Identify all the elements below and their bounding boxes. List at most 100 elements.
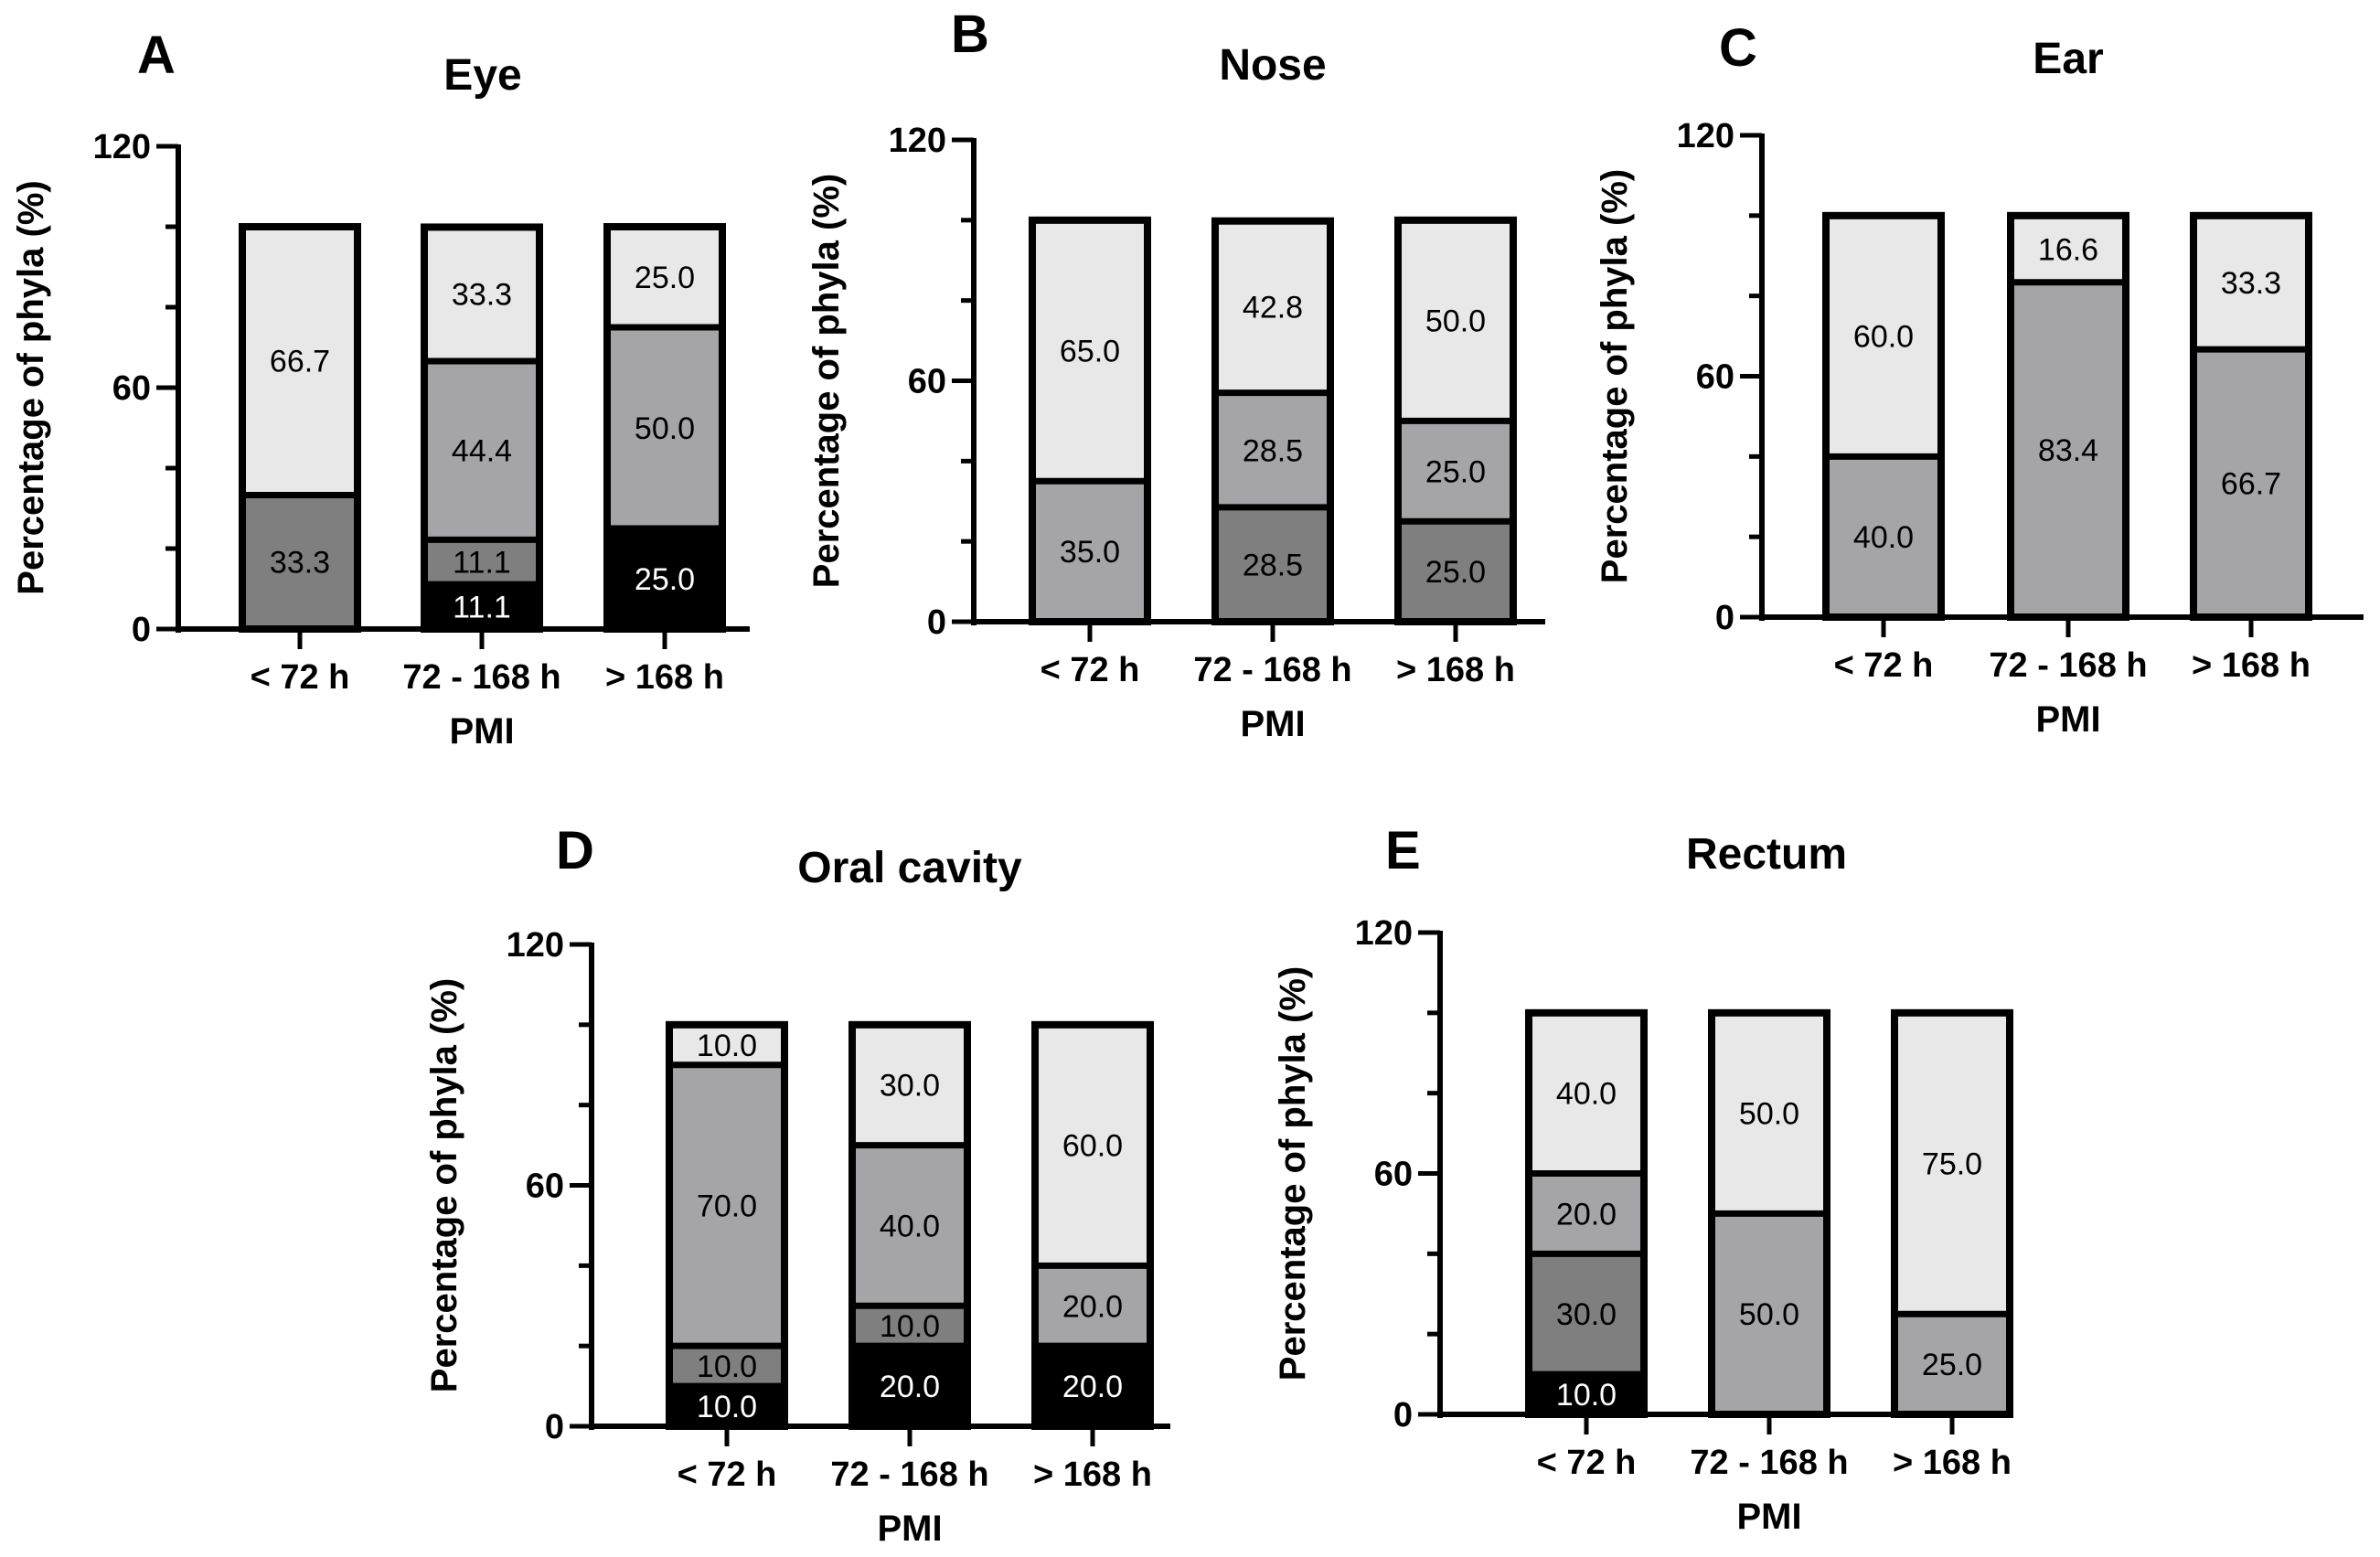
- bar-3: 25.0 50.0 25.0: [603, 223, 726, 633]
- bar-segment: [852, 1145, 967, 1306]
- bar-1: 10.0 10.0 70.0 10.0: [666, 1020, 788, 1431]
- segment-value-label: 10.0: [1556, 1378, 1617, 1413]
- segment-value-label: 66.7: [270, 345, 330, 379]
- segment-value-label: 44.4: [452, 434, 512, 469]
- bar-segment: [242, 495, 358, 629]
- x-tick-label: 72 - 168 h: [1989, 646, 2147, 685]
- y-tick-label: 120: [93, 128, 151, 166]
- segment-value-label: 20.0: [1062, 1370, 1123, 1404]
- bar-segment: [1398, 219, 1513, 421]
- bar-segment: [1826, 215, 1941, 457]
- x-tick-label: 72 - 168 h: [402, 658, 560, 697]
- segment-value-label: 83.4: [2038, 433, 2098, 468]
- segment-value-label: 40.0: [880, 1209, 940, 1243]
- x-axis-label: PMI: [449, 711, 514, 752]
- segment-value-label: 25.0: [635, 562, 695, 597]
- y-tick-label: 60: [526, 1168, 564, 1206]
- bar-segment: [852, 1306, 967, 1347]
- x-axis-label: PMI: [877, 1509, 942, 1549]
- bar-1: 35.0 65.0: [1029, 216, 1151, 625]
- x-tick-label: 72 - 168 h: [1193, 651, 1351, 689]
- segment-value-label: 20.0: [1556, 1197, 1617, 1232]
- bar-segment: [2193, 215, 2309, 350]
- segment-value-label: 10.0: [697, 1349, 757, 1384]
- segment-value-label: 50.0: [635, 411, 695, 446]
- segment-value-label: 20.0: [1062, 1289, 1123, 1324]
- segment-value-label: 10.0: [697, 1390, 757, 1424]
- bar-segment: [424, 539, 539, 585]
- segment-value-label: 33.3: [452, 278, 512, 313]
- chart-title: Eye: [443, 51, 521, 100]
- bar-segment: [1032, 219, 1147, 482]
- segment-value-label: 40.0: [1556, 1077, 1617, 1112]
- bar-segment: [1035, 1346, 1150, 1426]
- y-tick-label: 120: [507, 926, 564, 965]
- bar-3: 66.7 33.3: [2190, 211, 2312, 621]
- bar-segment: [1398, 421, 1513, 522]
- bar-segment: [1894, 1012, 2010, 1315]
- segment-value-label: 66.7: [2221, 467, 2281, 502]
- chart-panel-e: E Rectum 0 60 120 Percentage of phyla (%) 10.0…: [1273, 821, 2013, 1537]
- segment-value-label: 65.0: [1060, 335, 1120, 369]
- chart-panel-a: A Eye 0 60 120 Percentage of phyla (%) 33.3 66.…: [11, 26, 750, 752]
- bar-segment: [424, 584, 539, 629]
- chart-panel-d: D Oral cavity 0 60 120 Percentage of phyla (%…: [424, 821, 1170, 1549]
- chart-title: Rectum: [1686, 830, 1847, 879]
- bar-segment: [1826, 456, 1941, 617]
- bar-3: 25.0 25.0 50.0: [1394, 216, 1517, 625]
- bar-segment: [607, 528, 722, 629]
- x-tick-label: < 72 h: [1537, 1444, 1637, 1482]
- bar-segment: [669, 1346, 784, 1387]
- bar-segment: [242, 227, 358, 496]
- x-tick-label: < 72 h: [1041, 651, 1140, 689]
- y-tick-label: 0: [132, 611, 151, 649]
- segment-value-label: 60.0: [1062, 1129, 1123, 1164]
- segment-value-label: 70.0: [697, 1189, 757, 1223]
- bar-segment: [1215, 220, 1330, 393]
- segment-value-label: 42.8: [1243, 291, 1303, 325]
- bar-segment: [1529, 1173, 1644, 1254]
- y-tick-label: 60: [112, 369, 151, 408]
- x-tick-label: > 168 h: [1893, 1444, 2012, 1482]
- bar-segment: [1215, 507, 1330, 622]
- chart-title: Ear: [2033, 35, 2103, 83]
- bar-segment: [1712, 1213, 1827, 1414]
- segment-value-label: 28.5: [1243, 433, 1303, 468]
- chart-title: Oral cavity: [797, 844, 1022, 892]
- x-axis-label: PMI: [1736, 1497, 1801, 1537]
- segment-value-label: 50.0: [1425, 304, 1486, 339]
- bar-1: 40.0 60.0: [1822, 211, 1945, 621]
- segment-value-label: 35.0: [1060, 535, 1120, 570]
- x-tick-label: > 168 h: [1033, 1456, 1152, 1494]
- segment-value-label: 10.0: [697, 1029, 757, 1063]
- bar-segment: [424, 227, 539, 361]
- y-axis-label: Percentage of phyla (%): [806, 174, 847, 588]
- segment-value-label: 10.0: [880, 1309, 940, 1344]
- panel-letter: A: [137, 26, 176, 85]
- bar-segment: [424, 360, 539, 540]
- y-tick-label: 0: [927, 603, 946, 642]
- y-axis-label: Percentage of phyla (%): [1595, 169, 1635, 583]
- segment-value-label: 50.0: [1739, 1297, 1799, 1332]
- y-axis-label: Percentage of phyla (%): [424, 978, 464, 1392]
- segment-value-label: 40.0: [1853, 520, 1914, 555]
- bar-segment: [2011, 215, 2126, 283]
- x-tick-label: 72 - 168 h: [1690, 1444, 1848, 1482]
- bar-segment: [607, 227, 722, 327]
- segment-value-label: 11.1: [453, 546, 511, 581]
- y-axis-label: Percentage of phyla (%): [11, 180, 51, 594]
- bar-2: 83.4 16.6: [2007, 211, 2129, 621]
- panel-letter: C: [1719, 18, 1757, 78]
- segment-value-label: 60.0: [1853, 320, 1914, 355]
- bar-segment: [1712, 1012, 1827, 1214]
- segment-value-label: 25.0: [1922, 1348, 1982, 1382]
- segment-value-label: 30.0: [880, 1069, 940, 1104]
- bar-segment: [607, 327, 722, 528]
- segment-value-label: 75.0: [1922, 1147, 1982, 1182]
- panel-letter: E: [1385, 821, 1421, 880]
- segment-value-label: 25.0: [1425, 555, 1486, 590]
- y-tick-label: 0: [1715, 599, 1734, 637]
- y-tick-label: 120: [1677, 117, 1734, 155]
- bar-segment: [1894, 1314, 2010, 1414]
